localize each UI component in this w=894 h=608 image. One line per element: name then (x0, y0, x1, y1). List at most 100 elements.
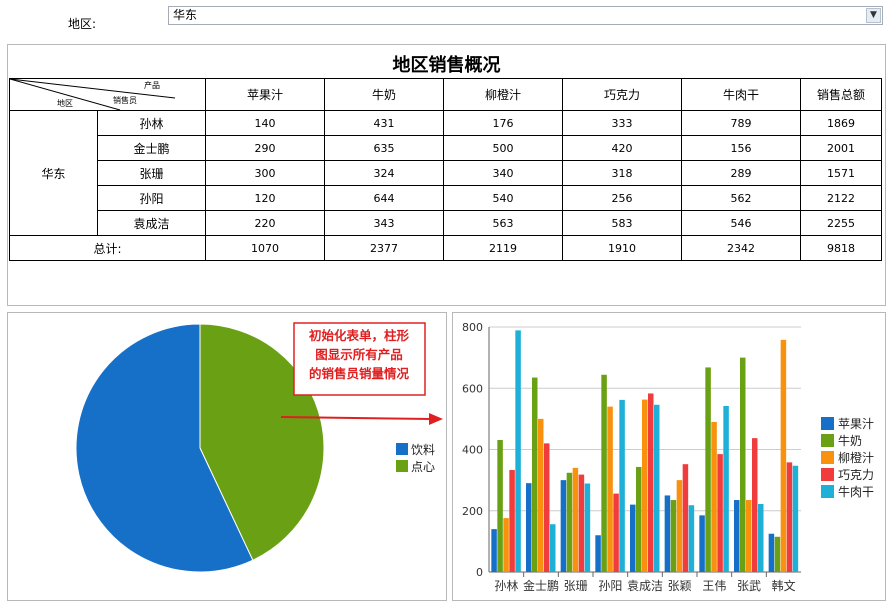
bar (699, 515, 705, 572)
total-cell: 1910 (562, 235, 682, 261)
table-cell: 176 (443, 110, 563, 136)
table-cell: 140 (205, 110, 325, 136)
total-cell: 2119 (443, 235, 563, 261)
bar-legend-swatch (821, 417, 834, 430)
table-cell: 343 (324, 210, 444, 236)
corner-product-label: 产品 (144, 81, 160, 90)
bar (497, 440, 503, 572)
table-cell: 156 (681, 135, 801, 161)
col-header: 销售总额 (800, 78, 882, 111)
total-cell: 2342 (681, 235, 801, 261)
region-cell: 华东 (9, 110, 98, 236)
table-cell: 1571 (800, 160, 882, 186)
table-cell: 2122 (800, 185, 882, 211)
table-header-row: 产品 销售员 地区 苹果汁 牛奶 柳橙汁 巧克力 牛肉干 销售总额 (9, 78, 882, 111)
bar-y-tick-label: 400 (462, 444, 483, 457)
table-cell: 318 (562, 160, 682, 186)
bar (792, 465, 799, 572)
bar-chart-panel: 0 200 400 600 800 孙林 金士鹏 张珊 孙阳 袁成洁 张颖 王伟 张武 韩文 苹果汁 牛奶 柳橙… (452, 312, 886, 601)
bar (758, 504, 764, 572)
bar-x-tick-label: 张珊 (564, 579, 588, 593)
table-cell: 120 (205, 185, 325, 211)
region-select[interactable]: 华东 ▼ (168, 6, 883, 25)
bar-x-tick-label: 孙阳 (598, 579, 622, 593)
table-cell: 635 (324, 135, 444, 161)
table-cell: 562 (681, 185, 801, 211)
bar-x-tick-label: 韩文 (772, 578, 796, 593)
bar (780, 339, 787, 572)
bar (550, 524, 556, 572)
corner-salesperson-label: 销售员 (113, 96, 137, 105)
bar (515, 330, 521, 572)
table-row: 华东 孙林 140 431 176 333 789 1869 (9, 110, 882, 236)
table-row: 孙阳 120 644 540 256 562 2122 (10, 185, 882, 211)
table-cell: 340 (443, 160, 563, 186)
total-label: 总计: (9, 235, 206, 261)
bar (740, 357, 746, 572)
bar (654, 404, 660, 572)
bar (601, 374, 607, 572)
table-cell: 644 (324, 185, 444, 211)
table-cell: 289 (681, 160, 801, 186)
bar (664, 495, 671, 572)
bar-legend-label: 柳橙汁 (838, 450, 874, 465)
bar-legend-swatch (821, 485, 834, 498)
table-cell: 1869 (800, 110, 882, 136)
bar (786, 462, 793, 572)
sales-table-panel: 地区销售概况 产品 销售员 地区 苹果汁 牛奶 柳橙汁 巧克力 牛肉干 销售总额 (7, 44, 886, 306)
table-cell: 546 (681, 210, 801, 236)
bar (560, 480, 567, 572)
bar (774, 536, 781, 572)
table-row: 金士鹏 290 635 500 420 156 2001 (10, 135, 882, 161)
bar-legend-swatch (821, 434, 834, 447)
bar (648, 393, 654, 572)
bar-y-tick-label: 200 (462, 505, 483, 518)
table-row: 袁成洁 220 343 563 583 546 2255 (10, 210, 882, 236)
table-total-row: 总计: 1070 2377 2119 1910 2342 9818 (9, 235, 882, 261)
table-cell: 789 (681, 110, 801, 136)
bar-x-tick-label: 张武 (737, 579, 761, 593)
bar (723, 406, 729, 572)
bar-x-tick-label: 张颖 (668, 579, 692, 593)
table-cell: 540 (443, 185, 563, 211)
bar-legend-label: 巧克力 (838, 468, 874, 482)
col-header: 柳橙汁 (443, 78, 563, 111)
pie-slice-snacks (199, 323, 325, 561)
chevron-down-icon[interactable]: ▼ (866, 8, 881, 23)
pie-legend-label: 点心 (411, 460, 435, 474)
bar (526, 483, 532, 572)
bar (544, 443, 550, 572)
pie-legend-swatch (396, 443, 408, 455)
bar-legend-label: 苹果汁 (838, 417, 874, 431)
bar (491, 529, 497, 572)
bar-x-tick-label: 王伟 (702, 579, 726, 593)
total-cell: 2377 (324, 235, 444, 261)
bar (734, 500, 740, 572)
bar-y-tick-label: 0 (476, 566, 483, 579)
bar (705, 367, 711, 572)
bar (746, 500, 752, 572)
bar (572, 467, 579, 572)
bar (532, 377, 538, 572)
pie-slice-beverages (75, 323, 254, 573)
bar-y-tick-label: 800 (462, 321, 483, 334)
bar (642, 399, 648, 572)
salesperson-cell: 金士鹏 (97, 135, 206, 161)
corner-diagonal-lines (10, 79, 176, 110)
region-filter-label: 地区: (68, 17, 97, 31)
bar (717, 454, 723, 572)
table-cell: 300 (205, 160, 325, 186)
region-select-value: 华东 (173, 8, 198, 22)
bar-legend-swatch (821, 468, 834, 481)
table-cell: 420 (562, 135, 682, 161)
bar-chart: 0 200 400 600 800 孙林 金士鹏 张珊 孙阳 袁成洁 张颖 王伟 张武 韩文 苹果汁牛奶柳橙… (462, 321, 874, 593)
table-cell: 2255 (800, 210, 882, 236)
bar (595, 535, 601, 572)
col-header: 苹果汁 (205, 78, 325, 111)
table-cell: 500 (443, 135, 563, 161)
col-header: 牛奶 (324, 78, 444, 111)
total-cell: 9818 (800, 235, 882, 261)
salesperson-cell: 张珊 (97, 160, 206, 186)
table-cell: 220 (205, 210, 325, 236)
